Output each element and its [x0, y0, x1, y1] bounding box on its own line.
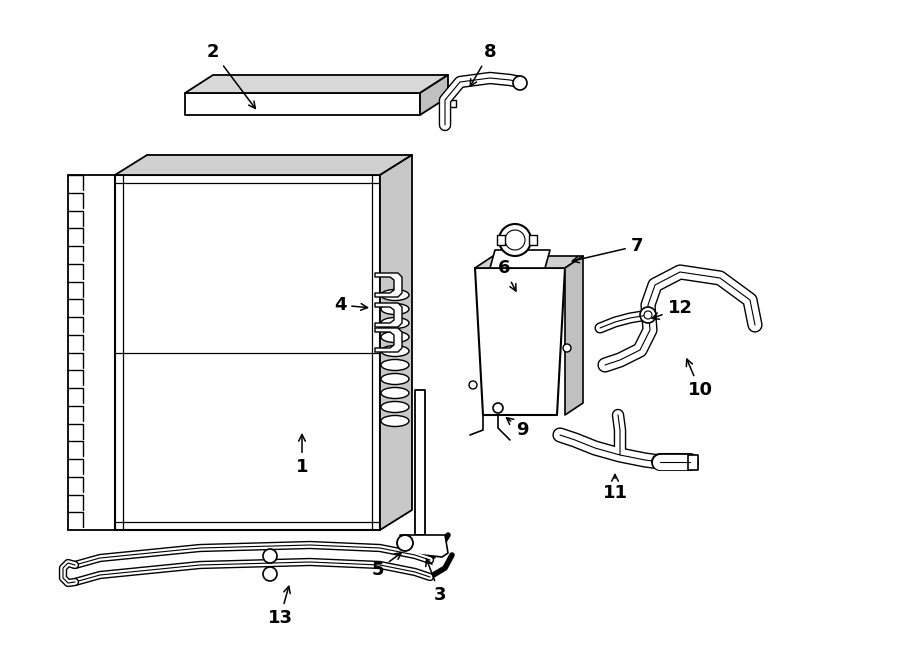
- Ellipse shape: [381, 360, 409, 371]
- Polygon shape: [420, 75, 448, 115]
- Polygon shape: [688, 455, 698, 470]
- Ellipse shape: [381, 317, 409, 329]
- Polygon shape: [185, 93, 420, 115]
- Ellipse shape: [381, 416, 409, 426]
- Text: 7: 7: [572, 237, 644, 262]
- Text: 9: 9: [507, 418, 528, 439]
- Text: 12: 12: [652, 299, 692, 319]
- Circle shape: [640, 307, 656, 323]
- Circle shape: [493, 403, 503, 413]
- Circle shape: [397, 535, 413, 551]
- Circle shape: [469, 381, 477, 389]
- Polygon shape: [400, 535, 448, 557]
- Polygon shape: [497, 235, 505, 245]
- Polygon shape: [443, 100, 456, 107]
- Circle shape: [563, 344, 571, 352]
- Circle shape: [505, 230, 525, 250]
- Text: 4: 4: [334, 296, 367, 314]
- Text: 11: 11: [602, 475, 627, 502]
- Circle shape: [263, 567, 277, 581]
- Polygon shape: [529, 235, 537, 245]
- Polygon shape: [415, 390, 425, 535]
- Text: 13: 13: [267, 586, 293, 627]
- Ellipse shape: [381, 346, 409, 356]
- Polygon shape: [565, 256, 583, 415]
- Ellipse shape: [381, 401, 409, 412]
- Text: 10: 10: [687, 359, 713, 399]
- Ellipse shape: [381, 290, 409, 301]
- Polygon shape: [375, 328, 402, 352]
- Polygon shape: [475, 268, 565, 415]
- Text: 1: 1: [296, 434, 308, 476]
- Text: 6: 6: [498, 259, 516, 291]
- Circle shape: [263, 549, 277, 563]
- Polygon shape: [115, 175, 380, 530]
- Polygon shape: [375, 303, 402, 327]
- Ellipse shape: [381, 332, 409, 342]
- Circle shape: [499, 224, 531, 256]
- Ellipse shape: [381, 303, 409, 315]
- Text: 2: 2: [207, 43, 256, 108]
- Polygon shape: [475, 256, 583, 268]
- Circle shape: [513, 76, 527, 90]
- Text: 5: 5: [372, 553, 401, 579]
- Ellipse shape: [381, 387, 409, 399]
- Polygon shape: [185, 75, 448, 93]
- Polygon shape: [375, 273, 402, 297]
- Text: 8: 8: [470, 43, 496, 86]
- Polygon shape: [380, 155, 412, 530]
- Circle shape: [644, 311, 652, 319]
- Polygon shape: [490, 250, 550, 268]
- Ellipse shape: [381, 373, 409, 385]
- Text: 3: 3: [426, 559, 446, 604]
- Polygon shape: [115, 155, 412, 175]
